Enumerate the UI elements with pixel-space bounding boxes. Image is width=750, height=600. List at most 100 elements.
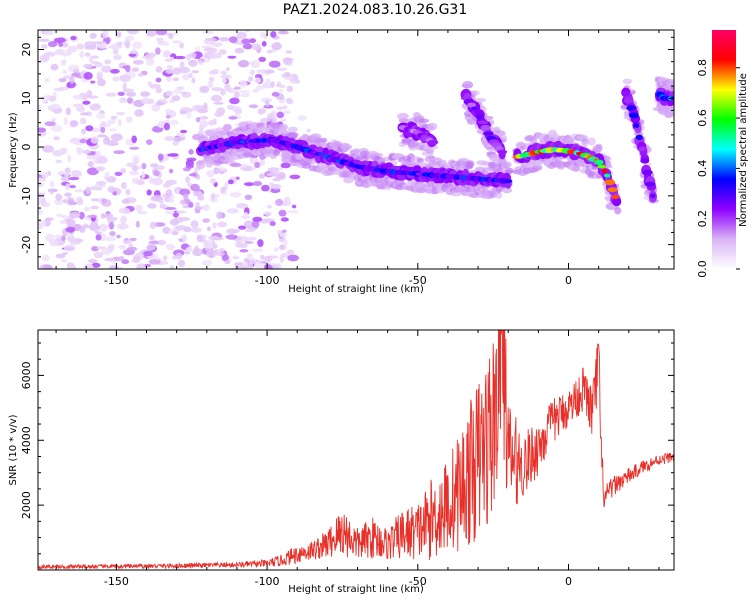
noise-blob — [269, 221, 276, 227]
noise-blob — [52, 150, 64, 157]
noise-blob — [101, 199, 112, 207]
noise-blob — [280, 217, 289, 222]
ridge-peak — [483, 131, 494, 136]
noise-blob — [284, 71, 291, 78]
ridge-halo — [587, 137, 596, 146]
noise-blob — [83, 63, 94, 69]
ridge-halo — [353, 148, 361, 153]
noise-blob — [83, 206, 91, 212]
noise-blob — [213, 168, 222, 174]
noise-blob — [68, 176, 80, 181]
noise-blob — [95, 231, 102, 235]
noise-blob — [226, 104, 235, 110]
noise-blob — [125, 64, 131, 73]
top-plot-frame — [37, 29, 675, 270]
noise-blob — [146, 244, 156, 251]
noise-blob — [182, 74, 190, 81]
noise-blob — [74, 238, 84, 243]
noise-blob — [64, 172, 69, 178]
noise-blob — [278, 89, 283, 93]
noise-blob — [276, 111, 285, 119]
noise-blob — [83, 223, 88, 228]
noise-blob — [65, 226, 76, 233]
noise-blob — [64, 192, 72, 197]
noise-blob — [79, 138, 87, 144]
noise-blob — [151, 177, 163, 186]
noise-blob — [257, 239, 264, 248]
noise-blob — [107, 186, 116, 193]
noise-blob — [199, 120, 208, 128]
noise-blob — [225, 235, 236, 239]
noise-blob — [169, 265, 175, 269]
ridge-peak — [611, 194, 620, 200]
noise-blob — [40, 202, 51, 208]
noise-blob — [42, 264, 53, 269]
noise-blob — [243, 212, 249, 220]
colorbar-label: Normalized spectral amplitude — [738, 73, 749, 227]
noise-blob — [88, 57, 93, 63]
noise-blob — [81, 128, 86, 135]
noise-blob — [134, 109, 144, 117]
noise-blob — [108, 45, 114, 49]
noise-blob — [225, 66, 230, 72]
noise-blob — [76, 198, 84, 206]
ridge-halo — [572, 166, 581, 172]
noise-blob — [206, 170, 215, 178]
noise-blob — [178, 66, 191, 74]
noise-blob — [100, 127, 106, 133]
noise-blob — [280, 162, 291, 169]
noise-blob — [67, 236, 75, 243]
noise-blob — [39, 54, 50, 63]
noise-blob — [85, 186, 91, 195]
noise-blob — [132, 164, 139, 172]
noise-blob — [270, 183, 282, 190]
noise-blob — [190, 220, 199, 228]
ridge-peak — [623, 98, 634, 104]
noise-blob — [259, 31, 266, 38]
noise-blob — [172, 231, 178, 236]
noise-blob — [276, 106, 284, 110]
noise-blob — [169, 56, 175, 61]
noise-blob — [164, 136, 176, 141]
noise-blob — [68, 265, 74, 269]
y-tick-label: 6000 — [20, 361, 33, 389]
noise-blob — [238, 60, 250, 68]
noise-blob — [206, 249, 217, 258]
noise-blob — [117, 222, 128, 230]
ridge-peak — [626, 105, 637, 111]
noise-blob — [87, 214, 98, 218]
noise-blob — [204, 37, 217, 42]
noise-blob — [143, 250, 153, 257]
noise-blob — [61, 42, 69, 48]
noise-blob — [265, 255, 272, 260]
noise-blob — [202, 218, 210, 223]
noise-blob — [220, 70, 227, 75]
noise-blob — [60, 176, 71, 182]
noise-blob — [250, 69, 255, 76]
ridge-peak — [597, 164, 607, 169]
noise-blob — [197, 195, 205, 201]
noise-blob — [198, 59, 204, 65]
noise-blob — [132, 59, 144, 65]
noise-blob — [244, 194, 253, 200]
noise-blob — [218, 37, 230, 42]
noise-blob — [76, 43, 85, 50]
noise-blob — [38, 127, 47, 133]
noise-blob — [120, 215, 127, 224]
noise-blob — [155, 87, 163, 94]
noise-blob — [286, 85, 294, 93]
noise-blob — [136, 263, 147, 269]
noise-blob — [81, 79, 89, 83]
ridge-halo — [279, 123, 289, 131]
noise-blob — [261, 184, 270, 192]
noise-blob — [235, 240, 243, 248]
noise-blob — [135, 204, 143, 212]
x-tick-label: -50 — [409, 575, 427, 588]
snr-series-line — [38, 330, 674, 570]
noise-blob — [78, 211, 85, 220]
noise-blob — [199, 115, 209, 120]
noise-blob — [208, 119, 215, 126]
noise-blob — [236, 31, 247, 40]
noise-blob — [97, 78, 106, 87]
noise-blob — [179, 110, 187, 115]
